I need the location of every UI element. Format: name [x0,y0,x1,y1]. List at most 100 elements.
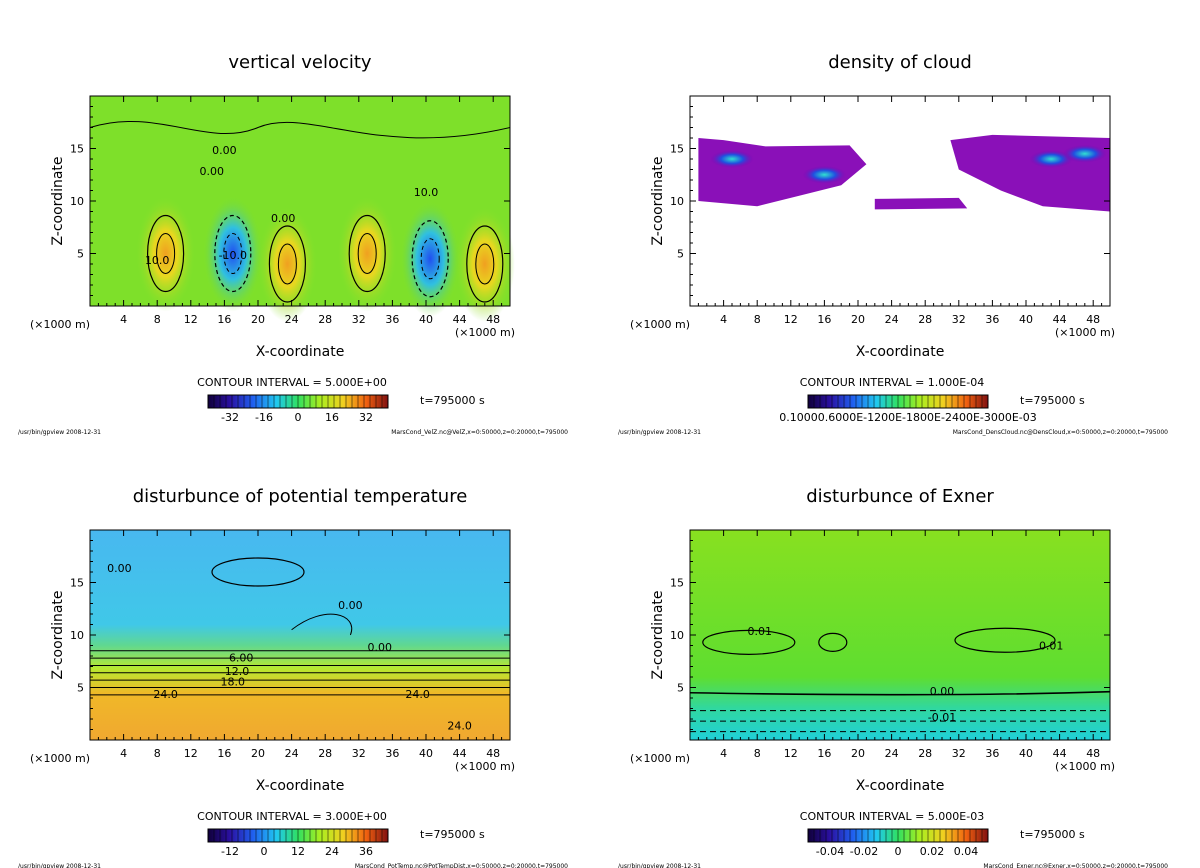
footer-left: /usr/bin/gpview 2008-12-31 [18,863,101,868]
x-tick-label: 48 [486,747,500,760]
contour-line [291,613,353,636]
contour-label: 24.0 [447,720,472,733]
x-tick-label: 32 [952,313,966,326]
contour-line [211,557,305,587]
contour-label: 0.00 [200,165,225,178]
y-tick-label: 10 [670,195,684,208]
contour-label: 0.00 [368,641,393,654]
y-tick-label: 5 [677,682,684,695]
footer-left: /usr/bin/gpview 2008-12-31 [18,429,101,436]
contour-line [475,243,495,285]
footer-left: /usr/bin/gpview 2008-12-31 [618,429,701,436]
contour-line [89,120,511,139]
colorbar-frame [807,828,989,843]
contour-label: 0.01 [1039,640,1064,653]
chart-panel-3: disturbunce of potential temperature 0.00… [18,486,568,868]
y-unit-label: (×1000 m) [30,318,90,331]
contour-label: 0.00 [930,685,955,698]
x-tick-label: 40 [419,747,433,760]
time-label: t=795000 s [420,828,485,841]
x-tick-label: 32 [952,747,966,760]
x-tick-label: 48 [1086,747,1100,760]
chart-panel-1: vertical velocity 10.0 -10.0 0.00 0.00 10.0 0.… [18,52,568,436]
colorbar-tick-label: 16 [325,411,339,424]
y-axis-label: Z-coordinate [650,156,666,245]
time-label: t=795000 s [1020,394,1085,407]
x-tick-label: 8 [754,747,761,760]
contour-label: -0.01 [928,711,956,724]
x-unit-label: (×1000 m) [455,760,515,773]
x-tick-label: 4 [120,313,127,326]
x-tick-label: 24 [885,313,899,326]
x-axis-label: X-coordinate [856,778,945,794]
x-tick-label: 16 [817,747,831,760]
x-tick-label: 24 [885,747,899,760]
colorbar-frame [207,828,389,843]
cloud-region-mid [874,197,968,210]
x-tick-label: 16 [217,313,231,326]
x-tick-label: 24 [285,747,299,760]
y-tick-label: 5 [677,248,684,261]
colorbar-tick-label: 0.02 [920,845,945,858]
y-tick-label: 5 [77,248,84,261]
x-tick-label: 44 [453,313,467,326]
contour-label: 0.00 [338,599,363,612]
colorbar-tick-label: -0.02 [850,845,878,858]
x-tick-label: 16 [817,313,831,326]
x-tick-label: 40 [419,313,433,326]
x-tick-label: 48 [486,313,500,326]
chart-title: disturbunce of potential temperature [133,486,468,507]
contour-line [818,632,848,652]
cloud-core-3 [1029,150,1074,168]
x-tick-label: 12 [784,313,798,326]
velocity-cell-3 [257,206,318,322]
x-tick-label: 16 [217,747,231,760]
colorbar-tick-label: -16 [255,411,273,424]
x-axis-label: X-coordinate [256,778,345,794]
velocity-cell-2 [202,195,263,312]
x-tick-label: 28 [318,747,332,760]
x-unit-label: (×1000 m) [1055,326,1115,339]
x-tick-label: 12 [184,747,198,760]
x-tick-label: 28 [318,313,332,326]
contour-label: 24.0 [153,688,178,701]
contour-label: 12.0 [225,665,250,678]
contour-interval: CONTOUR INTERVAL = 3.000E+00 [197,810,387,823]
x-tick-label: 20 [851,313,865,326]
y-tick-label: 15 [670,143,684,156]
chart-title: vertical velocity [228,52,372,73]
x-tick-label: 36 [985,313,999,326]
contour-line [357,233,377,274]
x-tick-label: 8 [154,313,161,326]
colorbar-frame [807,394,989,409]
time-label: t=795000 s [420,394,485,407]
colorbar-tick-label: 12 [291,845,305,858]
y-tick-label: 10 [670,629,684,642]
contour-line [277,243,297,285]
contour-label: 10.0 [414,186,439,199]
x-tick-label: 36 [385,313,399,326]
velocity-cell-6 [454,206,515,322]
colorbar-frame [207,394,389,409]
colorbar-tick-label: 0 [261,845,268,858]
contour-label: 18.0 [221,675,246,688]
velocity-cell-1 [135,195,196,312]
contour-line [954,627,1056,653]
y-tick-label: 15 [70,143,84,156]
velocity-cell-5 [400,200,461,317]
x-tick-label: 44 [1053,313,1067,326]
contour-line [147,214,185,293]
footer-right: MarsCond_VelZ.nc@VelZ,x=0:50000,z=0:2000… [391,429,568,436]
y-axis-label: Z-coordinate [50,590,66,679]
colorbar-tick-label: -12 [221,845,239,858]
cloud-core-4 [1062,144,1107,163]
x-tick-label: 4 [720,747,727,760]
y-unit-label: (×1000 m) [630,318,690,331]
x-tick-label: 24 [285,313,299,326]
contour-label: -10.0 [219,249,247,262]
x-tick-label: 32 [352,313,366,326]
y-unit-label: (×1000 m) [630,752,690,765]
